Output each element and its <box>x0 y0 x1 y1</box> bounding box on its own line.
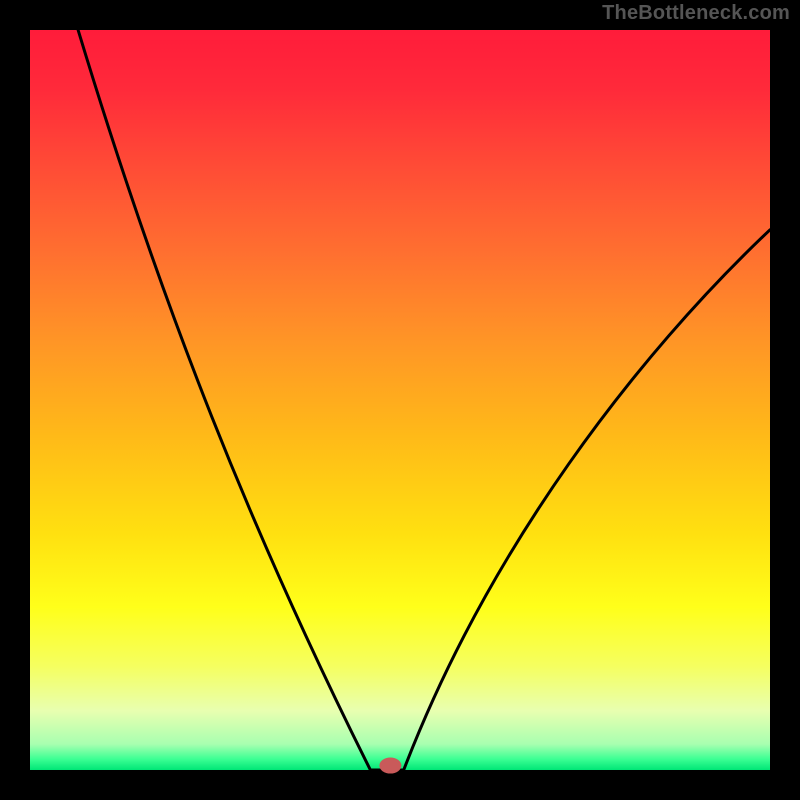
plot-background <box>30 30 770 770</box>
attribution-text: TheBottleneck.com <box>602 2 790 25</box>
optimal-point-marker <box>379 758 401 774</box>
